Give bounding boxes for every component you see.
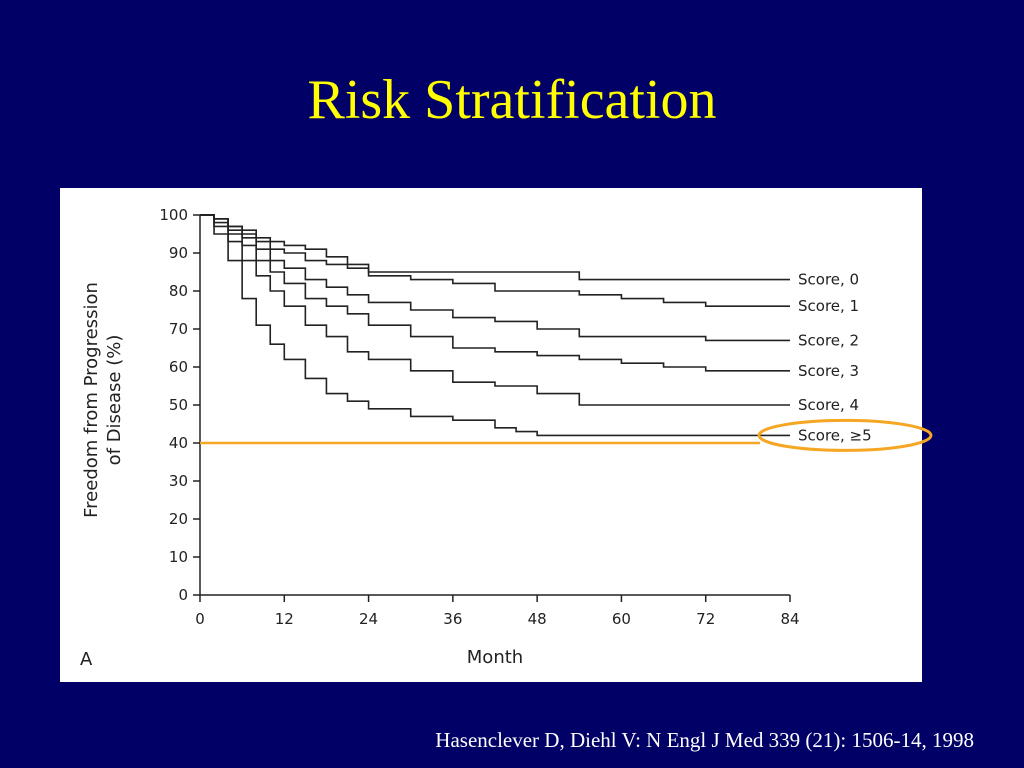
slide-title: Risk Stratification (307, 69, 717, 131)
x-tick-label: 60 (612, 610, 631, 628)
x-ticks: 0 12 24 36 48 60 72 84 (195, 595, 800, 628)
curve-label-score-1: Score, 1 (798, 297, 859, 315)
y-tick-label: 40 (169, 434, 188, 452)
x-tick-label: 72 (696, 610, 715, 628)
curve-labels: Score, 0 Score, 1 Score, 2 Score, 3 Score, 4… (798, 271, 872, 445)
curve-score-1 (200, 214, 790, 307)
curve-score-4 (200, 214, 790, 406)
curve-label-score-0: Score, 0 (798, 271, 859, 289)
x-tick-label: 36 (443, 610, 462, 628)
x-tick-label: 48 (528, 610, 547, 628)
y-axis-label-line1: Freedom from Progression (81, 282, 102, 518)
curve-label-score-3: Score, 3 (798, 362, 859, 380)
curve-score-2 (200, 214, 790, 342)
curve-label-score-4: Score, 4 (798, 396, 859, 414)
y-tick-label: 60 (169, 358, 188, 376)
y-tick-label: 90 (169, 244, 188, 262)
y-tick-label: 20 (169, 510, 188, 528)
y-tick-label: 10 (169, 548, 188, 566)
y-axis-label-line2: of Disease (%) (104, 335, 125, 466)
citation: Hasenclever D, Diehl V: N Engl J Med 339… (435, 728, 974, 752)
x-tick-label: 84 (780, 610, 799, 628)
y-ticks: 0 10 20 30 40 50 60 70 80 90 100 (159, 206, 200, 604)
panel-label: A (80, 649, 93, 670)
chart-panel: 0 10 20 30 40 50 60 70 80 90 100 0 12 24 36 48 60 72 84 S… (60, 188, 922, 682)
survival-curves (200, 214, 790, 437)
curve-label-score-5: Score, ≥5 (798, 426, 872, 444)
curve-score-5 (200, 214, 790, 437)
x-tick-label: 24 (359, 610, 378, 628)
x-tick-label: 0 (195, 610, 205, 628)
x-axis-label: Month (467, 647, 523, 668)
y-tick-label: 80 (169, 282, 188, 300)
y-tick-label: 100 (159, 206, 188, 224)
y-tick-label: 70 (169, 320, 188, 338)
curve-score-0 (200, 214, 790, 281)
y-tick-label: 30 (169, 472, 188, 490)
y-tick-label: 0 (178, 586, 188, 604)
km-chart: 0 10 20 30 40 50 60 70 80 90 100 0 12 24 36 48 60 72 84 S… (80, 206, 872, 670)
x-tick-label: 12 (275, 610, 294, 628)
curve-score-3 (200, 214, 790, 372)
curve-label-score-2: Score, 2 (798, 331, 859, 349)
y-tick-label: 50 (169, 396, 188, 414)
